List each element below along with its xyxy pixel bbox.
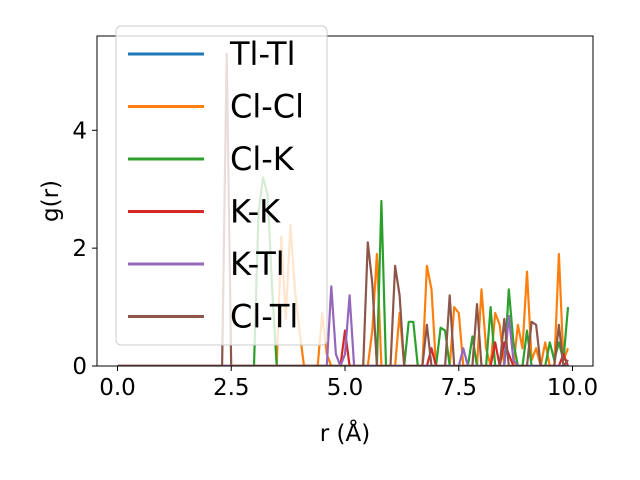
- y-tick-label: 2: [72, 236, 87, 262]
- legend-label: Tl-Tl: [229, 35, 295, 73]
- legend-label: Cl-Tl: [230, 298, 298, 336]
- legend: Tl-Tl Cl-Cl Cl-K K-K K-Tl Cl-Tl: [115, 25, 328, 346]
- series-line-k-tl: [117, 285, 568, 366]
- series-line-k-k: [117, 329, 570, 366]
- x-tick-label: 0.0: [99, 375, 136, 401]
- y-axis-label: g(r): [38, 180, 64, 222]
- series-line-cl-tl: [117, 52, 569, 366]
- x-tick-label: 2.5: [213, 375, 250, 401]
- x-tick-label: 7.5: [440, 375, 477, 401]
- y-tick-label: 0: [72, 354, 87, 380]
- x-axis-ticks: 0.0 2.5 5.0 7.5 10.0: [99, 366, 598, 401]
- legend-label: K-K: [230, 193, 281, 231]
- x-tick-label: 5.0: [327, 375, 364, 401]
- legend-label: Cl-Cl: [230, 88, 304, 126]
- x-tick-label: 10.0: [547, 375, 598, 401]
- series-layer: [117, 52, 570, 366]
- legend-label: K-Tl: [230, 245, 285, 283]
- legend-label: Cl-K: [230, 140, 295, 178]
- x-axis-label: r (Å): [320, 419, 370, 447]
- y-axis-ticks: 0 2 4: [72, 118, 97, 380]
- series-line-cl-cl: [117, 223, 570, 366]
- y-tick-label: 4: [72, 118, 87, 144]
